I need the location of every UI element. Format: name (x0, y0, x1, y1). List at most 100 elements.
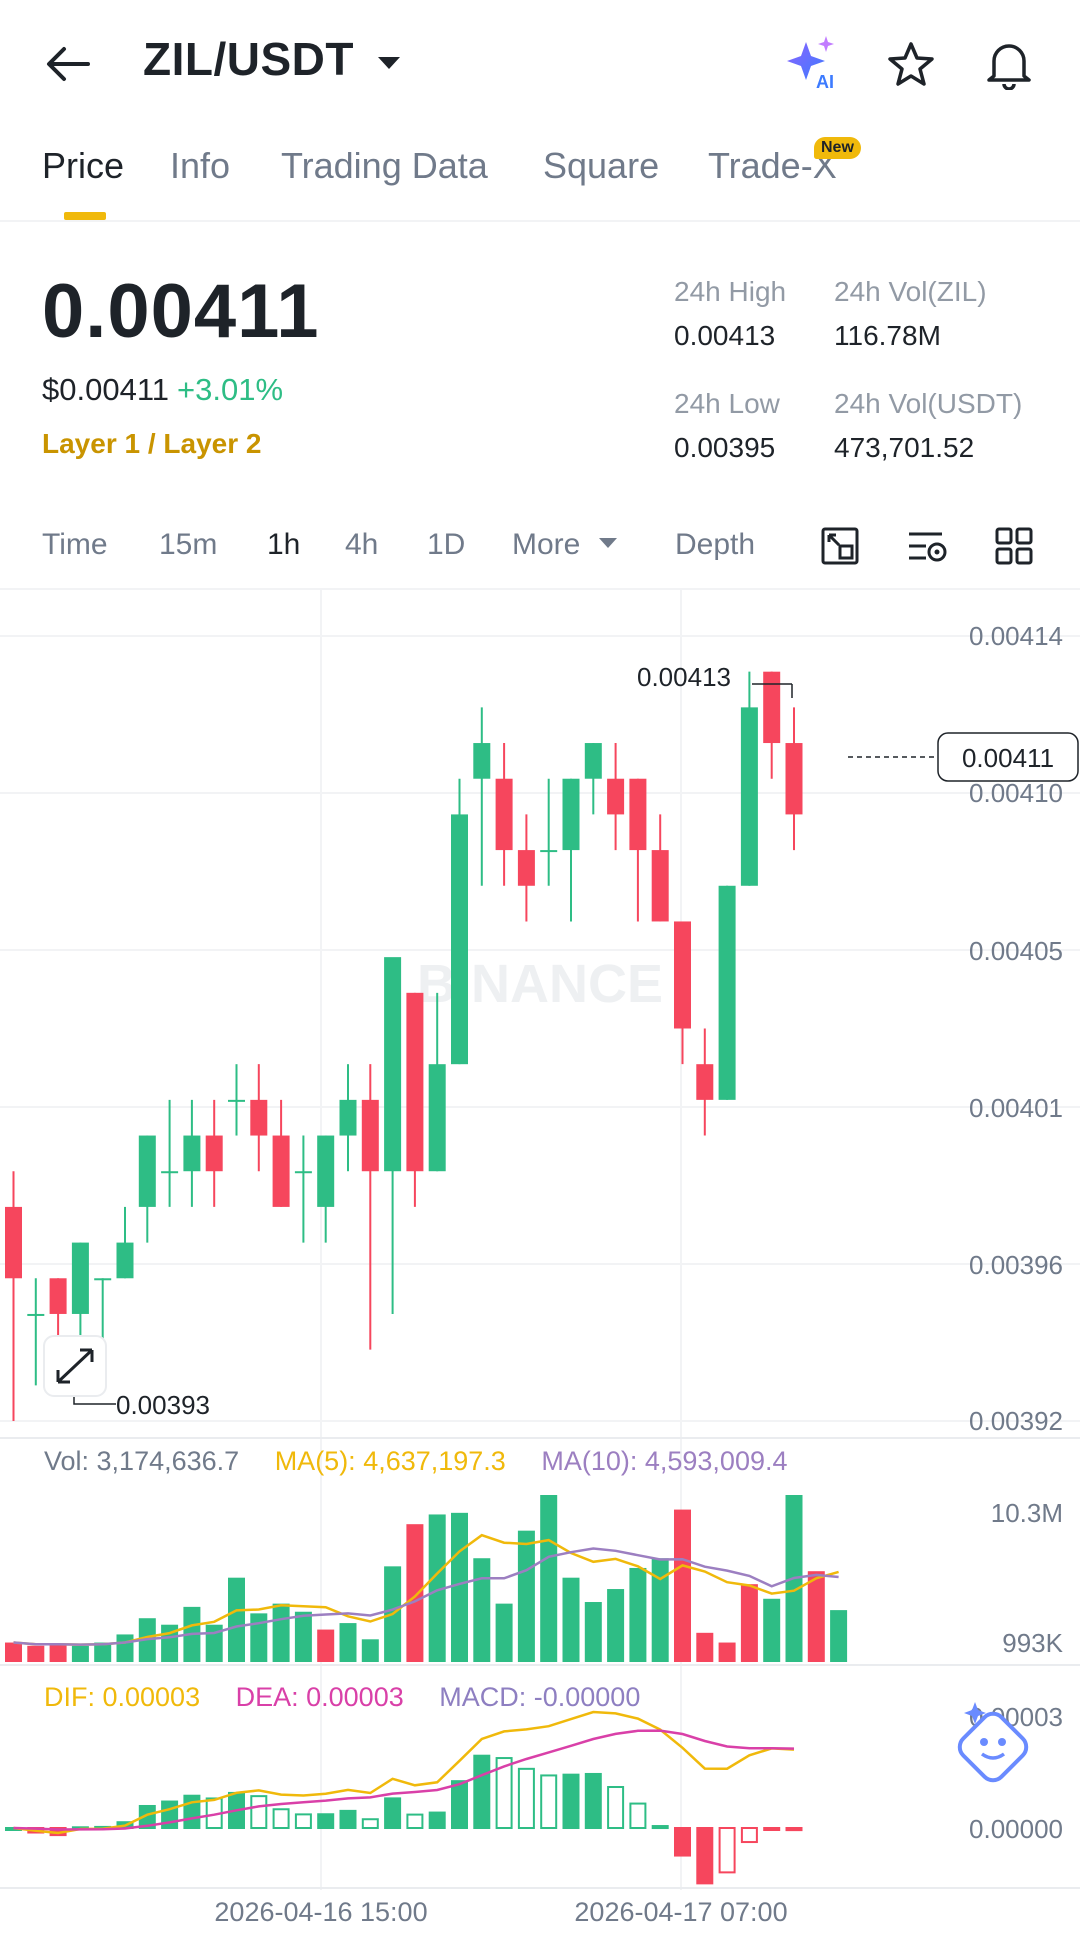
arrow-left-icon (47, 47, 90, 81)
macd-bar (517, 1767, 535, 1830)
interval-time[interactable]: Time (42, 528, 108, 561)
volume-bar (228, 1577, 245, 1662)
interval-15m[interactable]: 15m (159, 528, 218, 561)
divider (0, 588, 1080, 590)
macd-bar (674, 1827, 691, 1857)
candle-body (205, 1135, 223, 1172)
interval-1h[interactable]: 1h (267, 528, 301, 561)
category-tags[interactable]: Layer 1 / Layer 2 (42, 428, 262, 459)
macd-bar (473, 1754, 491, 1829)
favorite-button[interactable] (886, 40, 936, 90)
low-value: 0.00395 (674, 432, 776, 463)
vol-quote-label: 24h Vol(USDT) (834, 388, 1023, 419)
vol-label: Vol: 3,174,636.7 (44, 1446, 239, 1476)
price-axis-label: 0.00396 (969, 1250, 1063, 1280)
interval-1d[interactable]: 1D (427, 528, 466, 561)
candle-body (740, 707, 758, 886)
volume-bar (517, 1530, 535, 1662)
vol-quote-value: 473,701.52 (834, 432, 975, 463)
volume-bar (807, 1571, 825, 1662)
expand-chart-button[interactable] (43, 1335, 107, 1397)
back-button[interactable] (44, 44, 92, 84)
dea-line (13, 1729, 795, 1831)
time-axis-label: 2026-04-16 15:00 (214, 1897, 427, 1927)
volume-bar (361, 1639, 379, 1662)
chart-fullscreen-button[interactable] (820, 526, 860, 566)
high-value: 0.00413 (674, 320, 776, 351)
price-axis-label: 0.00414 (969, 621, 1063, 651)
macd-bar (696, 1827, 714, 1885)
candle-body (763, 671, 781, 744)
candle-body (495, 778, 513, 851)
tab-trading-data[interactable]: Trading Data (281, 145, 488, 186)
volume-ma10-line (13, 1547, 839, 1646)
vol-base-value: 116.78M (834, 320, 941, 351)
candle-body (674, 921, 691, 1029)
indicator-settings-button[interactable] (906, 526, 950, 566)
pair-title[interactable]: ZIL/USDT (143, 32, 403, 86)
macd-bar (651, 1825, 669, 1830)
vol-ma10-label: MA(10): 4,593,009.4 (541, 1446, 787, 1476)
candle-body (584, 743, 602, 779)
dif-label: DIF: 0.00003 (44, 1682, 200, 1712)
interval-4h[interactable]: 4h (345, 528, 379, 561)
macd-histogram-layer (5, 1754, 803, 1885)
vol-axis-bottom: 993K (1002, 1628, 1063, 1658)
tab-price[interactable]: Price (42, 145, 125, 186)
tab-square[interactable]: Square (543, 145, 660, 186)
bell-icon (987, 44, 1031, 91)
macd-bar (629, 1802, 647, 1829)
macd-bar (562, 1773, 580, 1830)
dif-line (13, 1710, 795, 1835)
ai-label: AI (816, 72, 834, 92)
candle-body (339, 1099, 357, 1136)
candle-body (562, 778, 580, 851)
pair-label: ZIL/USDT (143, 33, 354, 85)
alert-button[interactable] (984, 38, 1034, 91)
interval-more[interactable]: More (512, 528, 581, 561)
usd-price-row: $0.00411 +3.01% (42, 372, 283, 408)
layout-grid-button[interactable] (994, 526, 1034, 566)
macd-bar (495, 1757, 513, 1829)
tab-depth[interactable]: Depth (675, 528, 756, 561)
macd-bar (607, 1786, 625, 1829)
ai-button[interactable]: AI (784, 34, 842, 92)
new-badge: New (814, 137, 861, 159)
volume-bar (116, 1634, 134, 1662)
caret-down-icon (378, 56, 401, 69)
candle-body (785, 743, 803, 815)
low-marker-label: 0.00393 (116, 1390, 210, 1420)
vol-base-label: 24h Vol(ZIL) (834, 276, 987, 307)
active-tab-indicator (64, 212, 106, 220)
price-change: +3.01% (177, 372, 284, 407)
candle-body (294, 1171, 312, 1174)
kline-chart[interactable]: BINANCE 0.00414 0.00410 0.00405 0.00401 … (0, 590, 1080, 1939)
price-axis-label: 0.00392 (969, 1406, 1063, 1436)
macd-bar (718, 1827, 736, 1874)
volume-bar (718, 1642, 736, 1662)
last-price-box (937, 732, 1079, 782)
macd-bar (317, 1813, 335, 1830)
candle-body (71, 1242, 89, 1314)
candle-body (384, 957, 402, 1172)
assistant-bot-button[interactable] (955, 1702, 1031, 1785)
volume-bar (27, 1645, 45, 1662)
volume-bar (406, 1524, 424, 1662)
candle-body (272, 1135, 290, 1207)
volume-bar (651, 1558, 669, 1662)
volume-bar (49, 1644, 67, 1662)
volume-bar (674, 1509, 691, 1662)
vol-axis-top: 10.3M (991, 1498, 1063, 1528)
candle-body (250, 1099, 268, 1136)
volume-bar (428, 1514, 446, 1662)
candle-body (27, 1313, 45, 1316)
resize-icon (821, 527, 859, 565)
macd-bar (406, 1813, 424, 1830)
volume-bar (339, 1623, 357, 1662)
macd-bar (763, 1827, 781, 1831)
candles-layer (5, 671, 803, 1421)
volume-bar (740, 1584, 758, 1662)
tab-info[interactable]: Info (170, 145, 231, 186)
candle-body (94, 1278, 112, 1281)
volume-bar (294, 1611, 312, 1662)
